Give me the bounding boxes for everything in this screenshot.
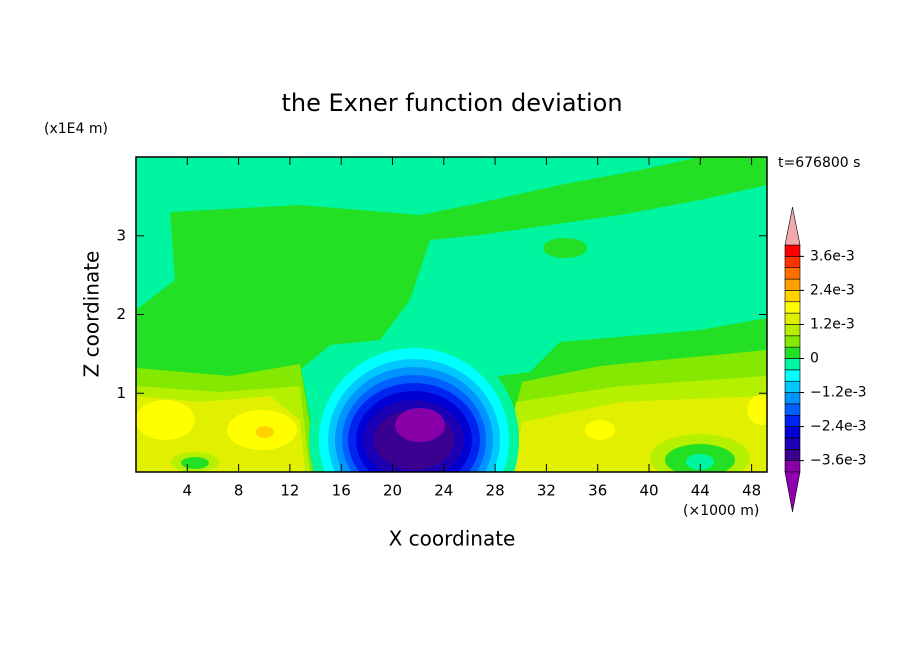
contour-region bbox=[747, 395, 767, 425]
colorbar-tick-label: −3.6e-3 bbox=[810, 453, 867, 469]
y-tick-label: 2 bbox=[116, 305, 126, 323]
x-tick-label: 48 bbox=[742, 482, 761, 500]
contour-region bbox=[395, 408, 445, 442]
colorbar-box bbox=[784, 392, 801, 405]
x-tick-label: 20 bbox=[383, 482, 402, 500]
colorbar-extend bbox=[784, 471, 801, 513]
colorbar-box bbox=[784, 369, 801, 382]
x-tick-label: 32 bbox=[537, 482, 556, 500]
colorbar-box bbox=[784, 403, 801, 416]
y-axis-label: Z coordinate bbox=[80, 251, 104, 378]
x-axis-label: X coordinate bbox=[389, 527, 516, 551]
colorbar-box bbox=[784, 426, 801, 439]
colorbar-box bbox=[784, 437, 801, 450]
colorbar-box bbox=[784, 380, 801, 393]
contour-region bbox=[136, 400, 195, 440]
colorbar-box bbox=[784, 256, 801, 269]
chart-title: the Exner function deviation bbox=[281, 89, 622, 117]
colorbar-tick-label: −1.2e-3 bbox=[810, 385, 867, 401]
x-tick-label: 16 bbox=[332, 482, 351, 500]
colorbar-box bbox=[784, 267, 801, 280]
contour-region bbox=[181, 457, 209, 469]
y-tick-label: 1 bbox=[116, 384, 126, 402]
colorbar-box bbox=[784, 324, 801, 337]
colorbar-box bbox=[784, 335, 801, 348]
contour-field bbox=[136, 157, 767, 472]
colorbar-box bbox=[784, 346, 801, 359]
colorbar-tick-label: 0 bbox=[810, 351, 819, 367]
colorbar-box bbox=[784, 301, 801, 314]
colorbar-box bbox=[784, 460, 801, 473]
x-tick-label: 28 bbox=[486, 482, 505, 500]
colorbar-box bbox=[784, 290, 801, 303]
y-unit: (x1E4 m) bbox=[44, 121, 108, 137]
colorbar-tick-label: 3.6e-3 bbox=[810, 248, 855, 264]
colorbar-box bbox=[784, 244, 801, 257]
colorbar-box bbox=[784, 278, 801, 291]
time-label: t=676800 s bbox=[778, 155, 860, 171]
contour-region bbox=[256, 426, 274, 438]
contour-region bbox=[543, 238, 587, 258]
x-tick-label: 36 bbox=[588, 482, 607, 500]
x-tick-label: 4 bbox=[183, 482, 193, 500]
x-tick-label: 40 bbox=[639, 482, 658, 500]
contour-region bbox=[420, 236, 767, 380]
colorbar-tick-label: −2.4e-3 bbox=[810, 419, 867, 435]
x-unit: (×1000 m) bbox=[683, 503, 759, 519]
contour-region bbox=[136, 157, 767, 372]
colorbar-tick-label: 2.4e-3 bbox=[810, 282, 855, 298]
colorbar-box bbox=[784, 414, 801, 427]
colorbar-extend bbox=[784, 206, 801, 246]
contour-region bbox=[585, 420, 615, 440]
x-tick-label: 8 bbox=[234, 482, 244, 500]
colorbar-box bbox=[784, 358, 801, 371]
x-tick-label: 12 bbox=[280, 482, 299, 500]
colorbar-box bbox=[784, 448, 801, 461]
x-tick-label: 24 bbox=[434, 482, 453, 500]
colorbar-box bbox=[784, 312, 801, 325]
y-tick-label: 3 bbox=[116, 226, 126, 244]
x-tick-label: 44 bbox=[691, 482, 710, 500]
colorbar-tick-label: 1.2e-3 bbox=[810, 316, 855, 332]
contour-region bbox=[686, 454, 714, 470]
